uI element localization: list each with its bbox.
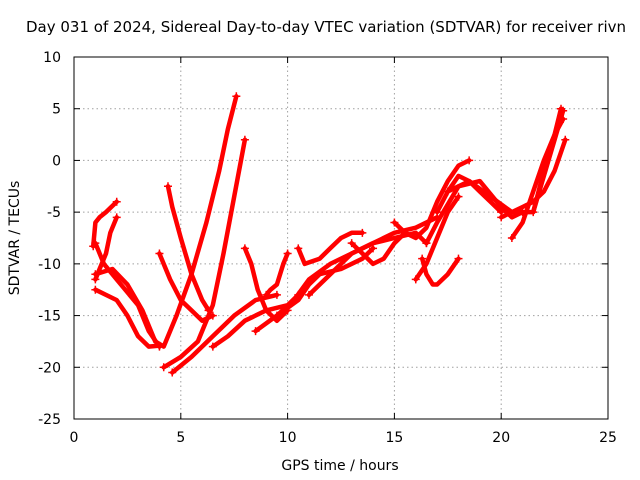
plus-marker xyxy=(91,275,100,284)
plus-marker xyxy=(465,156,474,165)
data-series xyxy=(89,92,570,377)
y-tick-label: 5 xyxy=(52,102,61,118)
x-tick-label: 5 xyxy=(176,430,185,446)
series-sat-o xyxy=(274,246,376,318)
y-tick-label: -10 xyxy=(38,257,61,273)
plus-marker xyxy=(433,208,442,217)
plus-marker xyxy=(240,135,249,144)
series-sat-c xyxy=(93,287,162,349)
plus-marker xyxy=(208,342,217,351)
series-sat-e xyxy=(93,215,119,282)
plus-marker xyxy=(240,244,249,253)
series-sat-r xyxy=(392,158,472,241)
series-sat-n xyxy=(296,230,365,267)
x-tick-label: 15 xyxy=(385,430,403,446)
series-sat-p xyxy=(306,230,429,298)
series-sat-g xyxy=(157,251,216,323)
x-tick-label: 0 xyxy=(70,430,79,446)
plus-marker xyxy=(91,285,100,294)
series-sat-t xyxy=(424,178,525,246)
plus-marker xyxy=(557,104,566,113)
series-sat-a xyxy=(90,199,119,249)
plus-marker xyxy=(262,290,271,299)
plus-marker xyxy=(112,213,121,222)
plus-marker xyxy=(272,290,281,299)
plus-marker xyxy=(507,234,516,242)
y-tick-label: 10 xyxy=(43,50,61,66)
plus-marker xyxy=(251,327,260,336)
y-tick-label: -15 xyxy=(38,309,61,325)
series-sat-y xyxy=(530,106,564,215)
plus-marker xyxy=(232,92,241,101)
plus-marker xyxy=(347,239,356,248)
plot-frame xyxy=(73,56,609,420)
plus-marker xyxy=(283,249,292,258)
series-sat-f xyxy=(165,184,211,313)
plus-marker xyxy=(411,275,420,284)
plus-marker xyxy=(358,228,367,237)
series-sat-i xyxy=(170,292,280,375)
series-sat-d xyxy=(93,94,239,349)
series-sat-q xyxy=(349,230,408,267)
plus-marker xyxy=(443,187,452,196)
plus-marker xyxy=(155,249,164,258)
plus-marker xyxy=(168,368,177,377)
series-sat-k xyxy=(242,246,290,323)
x-tick-label: 25 xyxy=(599,430,617,446)
y-tick-label: -25 xyxy=(38,412,61,428)
plus-marker xyxy=(390,218,399,227)
plus-marker xyxy=(422,239,431,248)
chart-title: Day 031 of 2024, Sidereal Day-to-day VTE… xyxy=(26,18,626,36)
plus-marker xyxy=(454,254,463,263)
plus-marker xyxy=(529,208,538,217)
plus-marker xyxy=(304,290,313,299)
plus-marker xyxy=(561,135,570,144)
y-tick-label: -20 xyxy=(38,360,61,376)
x-tick-label: 10 xyxy=(279,430,297,446)
plus-marker xyxy=(163,182,172,191)
plus-marker xyxy=(418,254,427,263)
plus-marker xyxy=(91,239,100,248)
series-sat-h xyxy=(161,137,248,370)
plus-marker xyxy=(294,244,303,253)
series-sat-s xyxy=(419,256,461,287)
y-tick-label: 0 xyxy=(52,153,61,169)
x-tick-label: 20 xyxy=(492,430,510,446)
plus-marker xyxy=(454,192,463,201)
plus-marker xyxy=(272,311,281,320)
axis-ticks: 0 5 10 15 20 25 10 5 0 -5 -10 -15 -20 -25 xyxy=(38,50,617,446)
series-sat-z xyxy=(413,194,461,282)
x-axis-label: GPS time / hours xyxy=(281,458,398,474)
series-sat-l xyxy=(263,251,290,298)
series-sat-x xyxy=(498,137,568,220)
y-tick-label: -5 xyxy=(47,205,61,221)
plus-marker xyxy=(497,213,506,222)
plus-marker xyxy=(159,363,168,372)
plus-marker xyxy=(112,197,121,206)
y-axis-label: SDTVAR / TECUs xyxy=(7,181,23,296)
